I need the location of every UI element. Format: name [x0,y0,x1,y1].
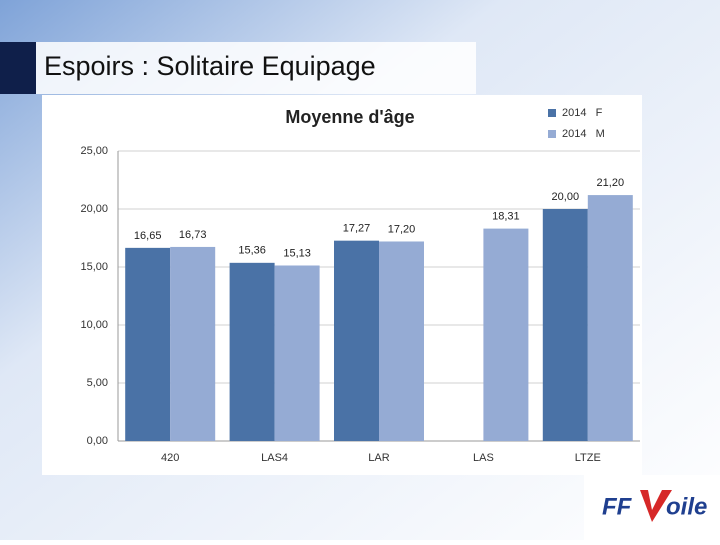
value-label: 21,20 [597,177,625,189]
logo-mark [640,490,672,522]
bar [542,209,588,441]
slide-title: Espoirs : Solitaire Equipage [44,51,376,81]
x-tick-label: LAS4 [261,452,288,464]
y-tick-label: 5,00 [87,377,108,389]
bar [587,195,633,441]
y-tick-label: 15,00 [80,261,108,273]
value-label: 17,27 [343,223,371,235]
x-tick-label: LAS [473,452,494,464]
value-label: 18,31 [492,211,520,223]
bar [274,265,320,441]
chart-title: Moyenne d'âge [285,107,414,127]
logo-box [584,475,720,540]
legend-label: 2014 M [562,128,605,140]
value-label: 20,00 [552,191,580,203]
bar [379,241,424,441]
y-tick-label: 10,00 [80,319,108,331]
value-label: 17,20 [388,223,416,235]
value-label: 16,73 [179,229,207,241]
bar [334,240,379,441]
legend-label: 2014 F [562,107,603,119]
legend-swatch [548,130,556,138]
header-band [36,42,476,94]
bar [170,246,216,441]
logo-text: oile [666,493,707,520]
header-accent [0,42,36,94]
value-label: 15,13 [283,247,311,259]
x-tick-label: 420 [161,452,179,464]
y-tick-label: 25,00 [80,145,108,157]
y-tick-label: 20,00 [80,203,108,215]
bar [229,262,275,441]
bar [125,247,171,441]
x-tick-label: LAR [368,452,389,464]
value-label: 16,65 [134,230,162,242]
bar [483,228,529,441]
value-label: 15,36 [238,245,266,257]
y-tick-label: 0,00 [87,435,108,447]
logo-text: FF [602,493,633,520]
x-tick-label: LTZE [575,452,601,464]
legend-swatch [548,109,556,117]
